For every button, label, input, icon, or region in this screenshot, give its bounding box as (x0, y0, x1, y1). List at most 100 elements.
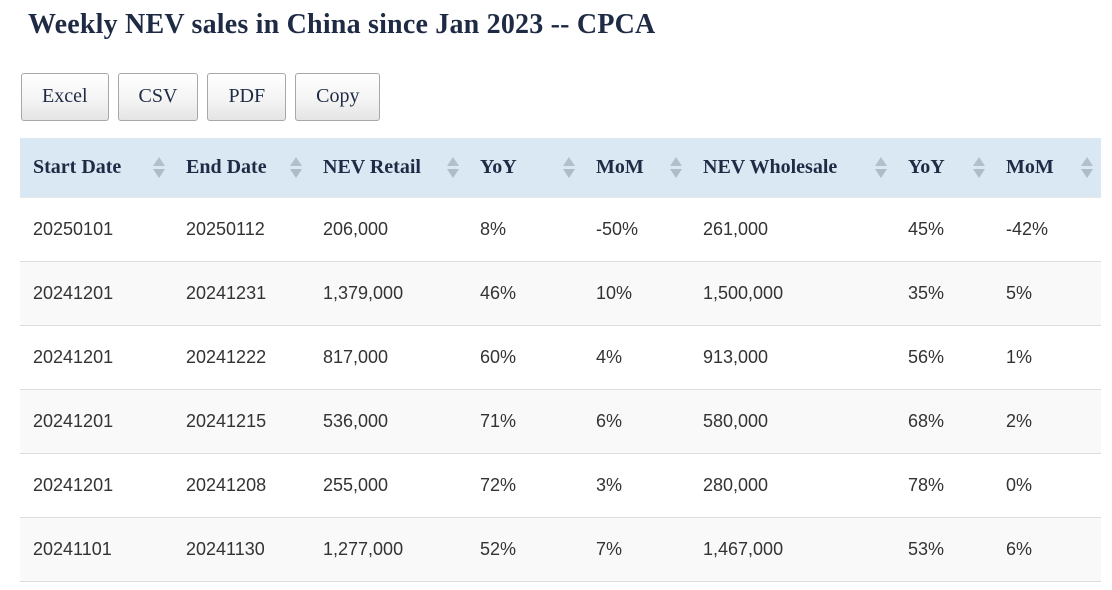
table-cell: 71% (467, 389, 583, 454)
table-header: Start Date End Date NEV Retail YoY MoM NEV Wh… (20, 137, 1101, 199)
table-cell: 20241201 (20, 453, 173, 518)
column-header-end-date[interactable]: End Date (173, 137, 310, 199)
column-label-start-date: Start Date (33, 155, 122, 178)
sort-icon (1081, 156, 1093, 178)
table-cell: 78% (895, 453, 993, 518)
table-cell: 46% (467, 261, 583, 326)
table-cell: 6% (993, 517, 1101, 582)
sort-icon (875, 156, 887, 178)
header-row: Start Date End Date NEV Retail YoY MoM NEV Wh… (20, 137, 1101, 199)
table-cell: 1,500,000 (690, 261, 895, 326)
sort-down-arrow-icon (875, 168, 887, 178)
table-cell: 10% (583, 261, 690, 326)
table-cell: 20241231 (173, 261, 310, 326)
sort-icon (670, 156, 682, 178)
nev-sales-table: Start Date End Date NEV Retail YoY MoM NEV Wh… (20, 137, 1101, 583)
table-cell: 20241101 (20, 517, 173, 582)
table-cell: 20250101 (20, 197, 173, 262)
sort-down-arrow-icon (447, 168, 459, 178)
column-header-start-date[interactable]: Start Date (20, 137, 173, 199)
column-label-nev-retail: NEV Retail (323, 155, 421, 178)
table-cell: 1,467,000 (690, 517, 895, 582)
sort-up-arrow-icon (447, 156, 459, 166)
column-header-nev-retail[interactable]: NEV Retail (310, 137, 467, 199)
table-cell: 261,000 (690, 197, 895, 262)
table-cell: 45% (895, 197, 993, 262)
table-cell: 5% (993, 261, 1101, 326)
table-cell: 20241201 (20, 389, 173, 454)
table-cell: 8% (467, 197, 583, 262)
column-header-yoy-wholesale[interactable]: YoY (895, 137, 993, 199)
table-cell: 20241130 (173, 517, 310, 582)
table-cell: 68% (895, 389, 993, 454)
table-cell: 6% (583, 389, 690, 454)
table-cell: 2% (993, 389, 1101, 454)
table-cell: -42% (993, 197, 1101, 262)
pdf-export-button[interactable]: PDF (207, 72, 287, 121)
sort-up-arrow-icon (290, 156, 302, 166)
table-cell: 913,000 (690, 325, 895, 390)
column-header-nev-wholesale[interactable]: NEV Wholesale (690, 137, 895, 199)
table-row: 20250101 20250112 206,000 8% -50% 261,000 45% -… (20, 197, 1101, 262)
column-label-mom-wholesale: MoM (1006, 155, 1054, 178)
excel-export-button[interactable]: Excel (21, 72, 109, 121)
column-label-end-date: End Date (186, 155, 267, 178)
table-cell: 20241201 (20, 325, 173, 390)
table-cell: 206,000 (310, 197, 467, 262)
table-cell: 4% (583, 325, 690, 390)
sort-up-arrow-icon (1081, 156, 1093, 166)
sort-up-arrow-icon (153, 156, 165, 166)
table-cell: 20241222 (173, 325, 310, 390)
table-cell: 7% (583, 517, 690, 582)
table-row: 20241201 20241208 255,000 72% 3% 280,000 78% 0% (20, 453, 1101, 518)
table-cell: 35% (895, 261, 993, 326)
column-header-yoy-retail[interactable]: YoY (467, 137, 583, 199)
table-cell: 1,379,000 (310, 261, 467, 326)
sort-down-arrow-icon (290, 168, 302, 178)
table-cell: 280,000 (690, 453, 895, 518)
table-cell: 1% (993, 325, 1101, 390)
sort-down-arrow-icon (973, 168, 985, 178)
sort-down-arrow-icon (670, 168, 682, 178)
table-cell: 580,000 (690, 389, 895, 454)
copy-export-button[interactable]: Copy (295, 72, 381, 121)
column-label-mom-retail: MoM (596, 155, 644, 178)
sort-up-arrow-icon (875, 156, 887, 166)
sort-icon (447, 156, 459, 178)
table-cell: 20241208 (173, 453, 310, 518)
table-cell: 3% (583, 453, 690, 518)
column-label-yoy-retail: YoY (480, 155, 517, 178)
sort-down-arrow-icon (153, 168, 165, 178)
table-row: 20241101 20241130 1,277,000 52% 7% 1,467,000 5… (20, 517, 1101, 582)
sort-icon (563, 156, 575, 178)
table-cell: 255,000 (310, 453, 467, 518)
column-header-mom-retail[interactable]: MoM (583, 137, 690, 199)
table-cell: 20250112 (173, 197, 310, 262)
table-cell: 0% (993, 453, 1101, 518)
sort-up-arrow-icon (670, 156, 682, 166)
table-body: 20250101 20250112 206,000 8% -50% 261,000 45% -… (20, 197, 1101, 582)
column-header-mom-wholesale[interactable]: MoM (993, 137, 1101, 199)
table-row: 20241201 20241231 1,379,000 46% 10% 1,500,000… (20, 261, 1101, 326)
sort-icon (153, 156, 165, 178)
table-cell: 20241215 (173, 389, 310, 454)
sort-down-arrow-icon (1081, 168, 1093, 178)
table-row: 20241201 20241222 817,000 60% 4% 913,000 56% 1% (20, 325, 1101, 390)
table-cell: 817,000 (310, 325, 467, 390)
table-cell: 60% (467, 325, 583, 390)
table-row: 20241201 20241215 536,000 71% 6% 580,000 68% 2% (20, 389, 1101, 454)
table-cell: 536,000 (310, 389, 467, 454)
sort-down-arrow-icon (563, 168, 575, 178)
table-cell: 72% (467, 453, 583, 518)
page: Weekly NEV sales in China since Jan 2023… (0, 8, 1112, 582)
sort-up-arrow-icon (563, 156, 575, 166)
table-cell: -50% (583, 197, 690, 262)
sort-icon (973, 156, 985, 178)
csv-export-button[interactable]: CSV (117, 72, 199, 121)
sort-up-arrow-icon (973, 156, 985, 166)
table-cell: 20241201 (20, 261, 173, 326)
table-cell: 53% (895, 517, 993, 582)
sort-icon (290, 156, 302, 178)
column-label-nev-wholesale: NEV Wholesale (703, 155, 838, 178)
table-cell: 1,277,000 (310, 517, 467, 582)
